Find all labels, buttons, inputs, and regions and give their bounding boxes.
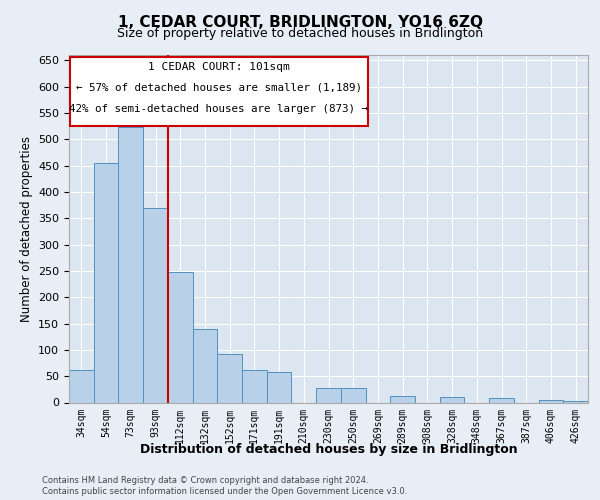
Bar [440,397,464,402]
Bar [539,400,563,402]
Bar [168,272,193,402]
Bar [267,372,292,402]
Bar [193,329,217,402]
Bar [118,127,143,402]
Bar [143,208,168,402]
Text: Distribution of detached houses by size in Bridlington: Distribution of detached houses by size … [140,442,518,456]
Text: Size of property relative to detached houses in Bridlington: Size of property relative to detached ho… [117,28,483,40]
Bar [217,354,242,403]
Bar [341,388,365,402]
Bar [390,396,415,402]
Bar [316,388,341,402]
Text: ← 57% of detached houses are smaller (1,189): ← 57% of detached houses are smaller (1,… [76,83,362,93]
Text: 42% of semi-detached houses are larger (873) →: 42% of semi-detached houses are larger (… [69,104,368,114]
Bar [242,370,267,402]
Bar [563,401,588,402]
Text: 1 CEDAR COURT: 101sqm: 1 CEDAR COURT: 101sqm [148,62,290,72]
Text: 1, CEDAR COURT, BRIDLINGTON, YO16 6ZQ: 1, CEDAR COURT, BRIDLINGTON, YO16 6ZQ [118,15,482,30]
Bar [69,370,94,402]
FancyBboxPatch shape [70,56,368,126]
Text: Contains public sector information licensed under the Open Government Licence v3: Contains public sector information licen… [42,487,407,496]
Bar [489,398,514,402]
Text: Contains HM Land Registry data © Crown copyright and database right 2024.: Contains HM Land Registry data © Crown c… [42,476,368,485]
Bar [94,163,118,402]
Y-axis label: Number of detached properties: Number of detached properties [20,136,32,322]
